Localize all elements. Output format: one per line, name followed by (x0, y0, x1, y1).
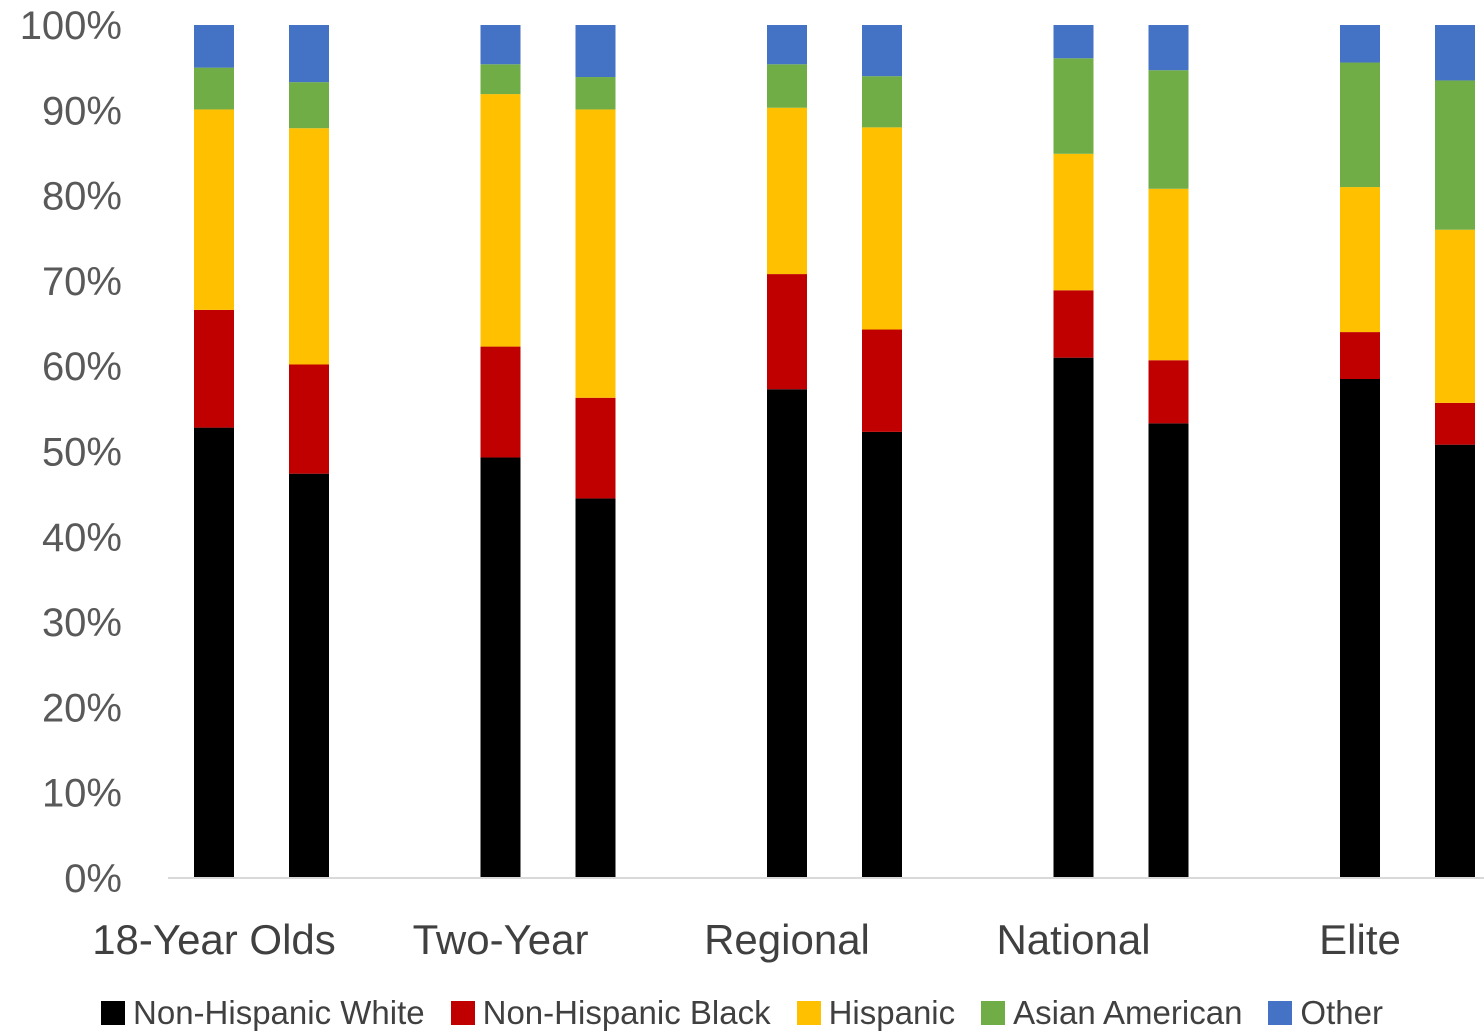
bar-segment (480, 94, 521, 347)
y-tick-label: 80% (42, 175, 122, 219)
bar-segment (767, 274, 807, 390)
bar-segment (1435, 80, 1475, 230)
y-axis: 0% 10% 20% 30% 40% 50% 60% 70% 80% 90% 100% (20, 4, 122, 901)
bar-segment (862, 25, 902, 77)
bar-segment (289, 473, 329, 878)
legend-item: Asian American (981, 994, 1242, 1032)
legend-swatch (1268, 1001, 1293, 1025)
legend-item: Other (1268, 994, 1383, 1032)
y-tick-label: 50% (42, 431, 122, 475)
bar-segment (1053, 290, 1094, 358)
bar-segment (1340, 378, 1380, 878)
legend-item: Hispanic (796, 994, 956, 1032)
bar-segment (480, 64, 521, 95)
bar-segment (289, 364, 329, 474)
legend-label: Other (1300, 994, 1383, 1031)
bar-segment (1053, 153, 1094, 291)
y-tick-label: 20% (42, 686, 122, 730)
bar-segment (1148, 70, 1189, 189)
bar-segment (1340, 25, 1380, 63)
bar-segment (1148, 423, 1189, 878)
bar-segment (1340, 62, 1380, 188)
bar-segment (862, 329, 902, 432)
bar-segment (862, 76, 902, 128)
legend-label: Non-Hispanic White (133, 994, 425, 1031)
x-category-label: Regional (704, 916, 870, 963)
bar-segment (767, 25, 807, 65)
bar-segment (575, 397, 616, 499)
bar-segment (1053, 25, 1094, 59)
y-tick-label: 100% (20, 4, 122, 48)
bar-segment (1435, 25, 1475, 81)
bar-segment (1148, 25, 1189, 71)
x-axis: 18-Year Olds Two-Year Regional National Elit… (92, 916, 1401, 963)
legend-item: Non-Hispanic Black (450, 994, 771, 1032)
legend-label: Hispanic (828, 994, 956, 1031)
bar-segment (194, 67, 234, 110)
bar-segment (767, 64, 807, 108)
bar-segment (575, 25, 616, 78)
bar-segment (194, 427, 234, 878)
bar-segment (1435, 229, 1475, 403)
y-tick-label: 60% (42, 345, 122, 389)
y-tick-label: 30% (42, 601, 122, 645)
x-category-label: Elite (1319, 916, 1401, 963)
y-tick-label: 70% (42, 260, 122, 304)
x-category-label: Two-Year (413, 916, 589, 963)
legend-swatch (796, 1001, 821, 1025)
y-tick-label: 40% (42, 516, 122, 560)
bar-segment (767, 107, 807, 275)
bar-segment (767, 389, 807, 878)
bar-segment (1435, 402, 1475, 445)
bar-segment (1053, 357, 1094, 878)
bar-segment (194, 309, 234, 428)
legend-swatch (981, 1001, 1006, 1025)
bar-segment (1435, 444, 1475, 878)
legend: Non-Hispanic White Non-Hispanic Black Hisp… (0, 992, 1484, 1034)
bars-group (194, 25, 1475, 878)
y-tick-label: 10% (42, 772, 122, 816)
legend-label: Non-Hispanic Black (482, 994, 771, 1031)
y-tick-label: 0% (64, 857, 122, 901)
bar-segment (1053, 58, 1094, 154)
legend-swatch (101, 1001, 126, 1025)
bar-segment (575, 498, 616, 878)
bar-segment (575, 77, 616, 110)
bar-segment (194, 109, 234, 310)
bar-segment (1340, 187, 1380, 333)
bar-segment (480, 457, 521, 878)
legend-label: Asian American (1013, 994, 1243, 1031)
bar-segment (480, 346, 521, 458)
bar-segment (289, 25, 329, 83)
y-tick-label: 90% (42, 89, 122, 133)
x-category-label: National (996, 916, 1150, 963)
bar-segment (1148, 360, 1189, 424)
bar-segment (289, 128, 329, 365)
stacked-bar-chart: 0% 10% 20% 30% 40% 50% 60% 70% 80% 90% 100% 18-Yea… (20, 4, 1484, 963)
bar-segment (194, 25, 234, 68)
bar-segment (862, 127, 902, 330)
bar-segment (289, 82, 329, 129)
bar-segment (862, 431, 902, 878)
legend-item: Non-Hispanic White (101, 994, 425, 1032)
x-category-label: 18-Year Olds (92, 916, 336, 963)
bar-segment (1148, 188, 1189, 361)
bar-segment (480, 25, 521, 65)
bar-segment (1340, 332, 1380, 379)
bar-segment (575, 109, 616, 398)
legend-swatch (450, 1001, 475, 1025)
